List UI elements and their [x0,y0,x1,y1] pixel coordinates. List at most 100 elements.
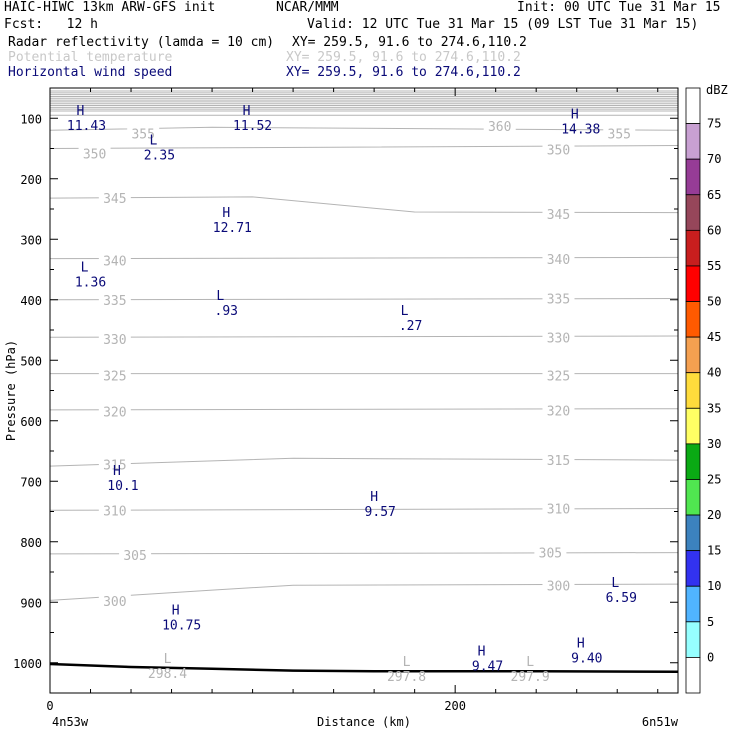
theta-low-marker: L [403,655,411,670]
wind-speed-value: 1.36 [75,275,106,290]
colorbar-label: 15 [707,544,721,558]
theta-label-bg [542,206,575,221]
theta-label-bg [542,368,575,383]
x-tick-label: 200 [444,699,466,713]
theta-label-bg [98,292,131,307]
y-tick-label: 800 [20,536,42,550]
y-tick-label: 400 [20,294,42,308]
isentrope-line-305 [49,552,679,555]
theta-contour-label: 330 [103,333,126,348]
theta-contour-label: 305 [123,549,146,564]
theta-label-bg [542,501,575,516]
theta-contour-label: 300 [103,595,126,610]
theta-contour-label: 355 [131,127,154,142]
y-tick-label: 500 [20,354,42,368]
theta-label-bg [483,119,516,134]
isentrope-line-300 [49,583,679,601]
wind-low-marker: L [149,133,157,148]
x-tick-label: 0 [46,699,53,713]
theta-label-bg [98,503,131,518]
wind-high-marker: H [478,644,486,659]
theta-contour-label: 330 [547,331,570,346]
isentrope-line-340 [49,256,679,260]
theta-contour-label: 325 [103,369,126,384]
wind-speed-value: 12.71 [213,221,252,236]
theta-contour-label: 340 [103,254,126,269]
colorbar-label: 65 [707,188,721,202]
wind-speed-value: 2.35 [144,148,175,163]
y-tick-label: 300 [20,233,42,247]
colorbar-cell [685,123,701,160]
theta-low-value: 297.9 [511,670,550,685]
theta-label-bg [603,126,636,141]
wind-speed-value: .93 [215,304,238,319]
colorbar-cell [685,372,701,409]
colorbar-label: 20 [707,508,721,522]
field-theta-label: Potential temperature [8,50,173,65]
theta-contour-label: 360 [488,120,511,135]
plot-frame [49,87,679,694]
colorbar-cell [685,407,701,445]
theta-label-bg [542,252,575,267]
theta-label-bg [98,253,131,268]
colorbar-label: 60 [707,223,721,237]
field-reflectivity-label: Radar reflectivity (lamda = 10 cm) [8,35,275,50]
colorbar-cell [685,301,701,338]
isentrope-line-320 [49,408,679,411]
wind-high-marker: H [222,206,230,221]
colorbar-label: 75 [707,117,721,131]
theta-contour-label: 335 [547,293,570,308]
theta-contour-label: 315 [103,458,126,473]
x-axis-title: Distance (km) [317,715,411,729]
theta-label-bg [534,545,567,560]
colorbar-unit: dBZ [706,83,728,97]
field-wind-xy: XY= 259.5, 91.6 to 274.6,110.2 [286,65,521,80]
theta-label-bg [542,142,575,157]
wind-high-marker: H [571,107,579,122]
wind-speed-value: 10.75 [162,618,201,633]
wind-speed-value: 11.43 [67,119,106,134]
theta-contour-label: 325 [547,369,570,384]
theta-low-value: 298.4 [148,667,187,682]
wind-low-marker: L [401,304,409,319]
wind-speed-value: 10.1 [107,479,138,494]
theta-label-bg [542,291,575,306]
colorbar-cell [685,194,701,231]
terrain-surface-line [49,662,679,674]
theta-label-bg [98,191,131,206]
x-endpoint-right: 6n51w [642,715,679,729]
wind-high-marker: H [113,464,121,479]
theta-contour-label: 315 [547,454,570,469]
isentrope-line-330 [49,335,679,338]
colorbar-cell [685,265,701,302]
wind-high-marker: H [577,637,585,652]
colorbar-label: 35 [707,401,721,415]
isentrope-line-315 [49,457,679,467]
colorbar-label: 45 [707,330,721,344]
colorbar-label: 10 [707,579,721,593]
colorbar-label: 0 [707,650,714,664]
colorbar-cell [685,585,701,623]
wind-speed-value: 9.47 [472,659,503,674]
y-tick-label: 700 [20,475,42,489]
y-tick-label: 600 [20,415,42,429]
colorbar-cell [685,550,701,587]
y-tick-label: 900 [20,596,42,610]
theta-label-bg [98,332,131,347]
wind-high-marker: H [172,603,180,618]
theta-label-bg [542,453,575,468]
wind-high-marker: H [370,490,378,505]
theta-contour-label: 320 [547,404,570,419]
theta-contour-label: 350 [83,147,106,162]
wind-speed-value: 11.52 [233,119,272,134]
theta-contour-label: 305 [539,547,562,562]
colorbar-cell [685,657,701,694]
colorbar-label: 5 [707,615,714,629]
colorbar-cell [685,229,701,267]
isentrope-line-345 [49,196,679,214]
colorbar-cell [685,87,701,124]
wind-low-marker: L [81,260,89,275]
theta-contour-label: 340 [547,253,570,268]
colorbar-label: 50 [707,295,721,309]
wind-speed-value: 6.59 [606,591,637,606]
